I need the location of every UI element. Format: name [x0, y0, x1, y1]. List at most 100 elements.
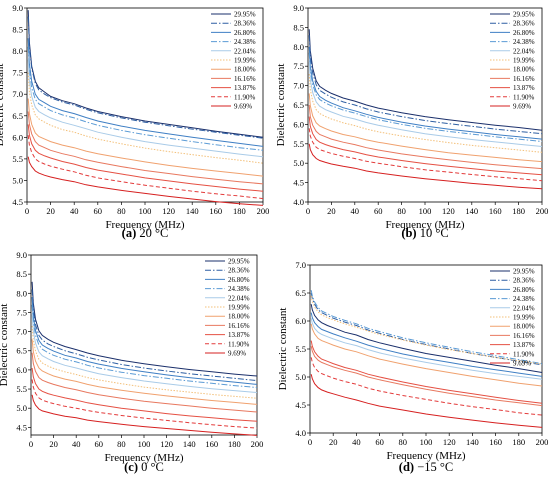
y-axis-label: Dielectric constant [277, 308, 289, 391]
y-tick-label: 7.5 [12, 68, 23, 78]
caption-label: (b) [401, 226, 416, 240]
x-tick-label: 20 [329, 437, 338, 447]
x-tick-label: 0 [29, 439, 33, 449]
series-line-9-69pct [310, 374, 543, 428]
panel-caption: (d) −15 °C [399, 460, 453, 474]
caption-label: (d) [399, 460, 414, 474]
y-tick-label: 7.0 [16, 327, 27, 337]
x-tick-label: 180 [233, 206, 246, 216]
y-tick-label: 8.5 [293, 22, 304, 32]
x-tick-label: 80 [117, 206, 126, 216]
y-tick-label: 4.5 [12, 197, 23, 207]
series-line-24-38pct [31, 304, 258, 388]
series-line-28-36pct [310, 292, 543, 366]
legend-entry: 29.95% [513, 268, 535, 276]
legend-entry: 19.99% [513, 314, 535, 322]
x-tick-label: 20 [327, 206, 336, 216]
y-axis-label: Dielectric constant [0, 304, 10, 387]
series-line-19-99pct [308, 73, 543, 153]
series-line-11-90pct [308, 128, 543, 182]
x-tick-label: 200 [257, 206, 270, 216]
series-line-22-04pct [31, 314, 258, 393]
x-tick-label: 60 [95, 439, 104, 449]
plot-frame [307, 7, 543, 203]
y-tick-label: 6.5 [12, 111, 23, 121]
legend-entry: 18.00% [513, 66, 535, 74]
plot-frame [26, 7, 264, 203]
x-tick-label: 120 [160, 439, 173, 449]
legend-entry: 22.04% [234, 47, 256, 55]
series-line-22-04pct [310, 318, 543, 380]
y-tick-label: 5.0 [16, 403, 27, 413]
y-tick-label: 6.5 [16, 346, 27, 356]
x-tick-label: 80 [117, 439, 126, 449]
x-tick-label: 100 [419, 206, 432, 216]
legend-entry: 29.95% [234, 11, 256, 19]
x-axis-label: Frequency (MHz) [385, 219, 464, 231]
series-line-29-95pct [31, 281, 258, 377]
x-tick-label: 140 [186, 206, 199, 216]
legend-entry: 11.90% [513, 93, 534, 101]
x-tick-label: 20 [49, 439, 58, 449]
x-tick-label: 160 [489, 206, 502, 216]
x-tick-label: 200 [536, 437, 549, 447]
x-tick-label: 20 [46, 206, 55, 216]
x-tick-label: 0 [308, 437, 312, 447]
x-tick-label: 0 [25, 206, 29, 216]
y-tick-label: 4.0 [293, 197, 304, 207]
chart-panel-3: 0 20 40 60 80 100 120 140 160 180 200 4.0 4.5 5.0 5.5 6… [277, 260, 548, 474]
y-tick-label: 6.5 [295, 288, 306, 298]
x-tick-label: 60 [375, 437, 384, 447]
x-tick-label: 60 [94, 206, 103, 216]
x-tick-label: 160 [205, 439, 218, 449]
series-line-16-16pct [31, 352, 258, 413]
x-tick-label: 0 [306, 206, 310, 216]
x-tick-label: 40 [72, 439, 81, 449]
y-tick-label: 9.0 [12, 3, 23, 13]
legend-entry: 28.36% [513, 277, 535, 285]
x-tick-label: 40 [70, 206, 79, 216]
series-line-9-69pct [27, 156, 264, 206]
legend-entry: 9.69% [234, 103, 252, 111]
legend-entry: 13.87% [228, 331, 250, 339]
x-tick-label: 160 [489, 437, 502, 447]
x-tick-label: 200 [536, 206, 549, 216]
y-tick-label: 7.0 [12, 89, 23, 99]
series-line-24-38pct [310, 290, 543, 365]
y-tick-label: 8.0 [16, 288, 27, 298]
series-line-29-95pct [27, 10, 264, 138]
panel-caption: (a) 20 °C [122, 226, 169, 240]
panel-caption: (b) 10 °C [401, 226, 448, 240]
y-tick-label: 7.0 [293, 81, 304, 91]
y-tick-label: 5.0 [293, 158, 304, 168]
legend-entry: 9.69% [513, 103, 531, 111]
panel-caption: (c) 0 °C [124, 460, 164, 474]
series-line-9-69pct [308, 143, 543, 190]
caption-text: 0 °C [141, 460, 164, 474]
series-line-11-90pct [31, 379, 258, 429]
legend-entry: 13.87% [513, 84, 535, 92]
legend-entry: 24.38% [513, 38, 535, 46]
legend-entry: 9.69% [228, 350, 246, 358]
legend-entry: 26.80% [234, 29, 256, 37]
y-tick-label: 5.0 [295, 372, 306, 382]
x-tick-label: 60 [374, 206, 383, 216]
legend-entry: 26.80% [228, 276, 250, 284]
legend-entry: 29.95% [513, 11, 535, 19]
legend-entry: 28.36% [228, 267, 250, 275]
x-tick-label: 40 [352, 437, 361, 447]
series-line-13-87pct [308, 116, 543, 176]
legend-entry: 19.99% [234, 57, 256, 65]
series-line-11-90pct [27, 135, 264, 200]
series-line-28-36pct [31, 289, 258, 382]
x-tick-label: 180 [512, 437, 525, 447]
x-axis-label: Frequency (MHz) [105, 219, 184, 231]
y-tick-label: 5.5 [16, 384, 27, 394]
y-tick-label: 8.0 [12, 46, 23, 56]
legend-entry: 16.16% [513, 75, 535, 83]
y-tick-label: 8.5 [16, 269, 27, 279]
series-line-26-80pct [308, 46, 543, 140]
series-line-16-16pct [27, 111, 264, 185]
y-tick-label: 4.5 [295, 400, 306, 410]
x-tick-label: 120 [442, 206, 455, 216]
